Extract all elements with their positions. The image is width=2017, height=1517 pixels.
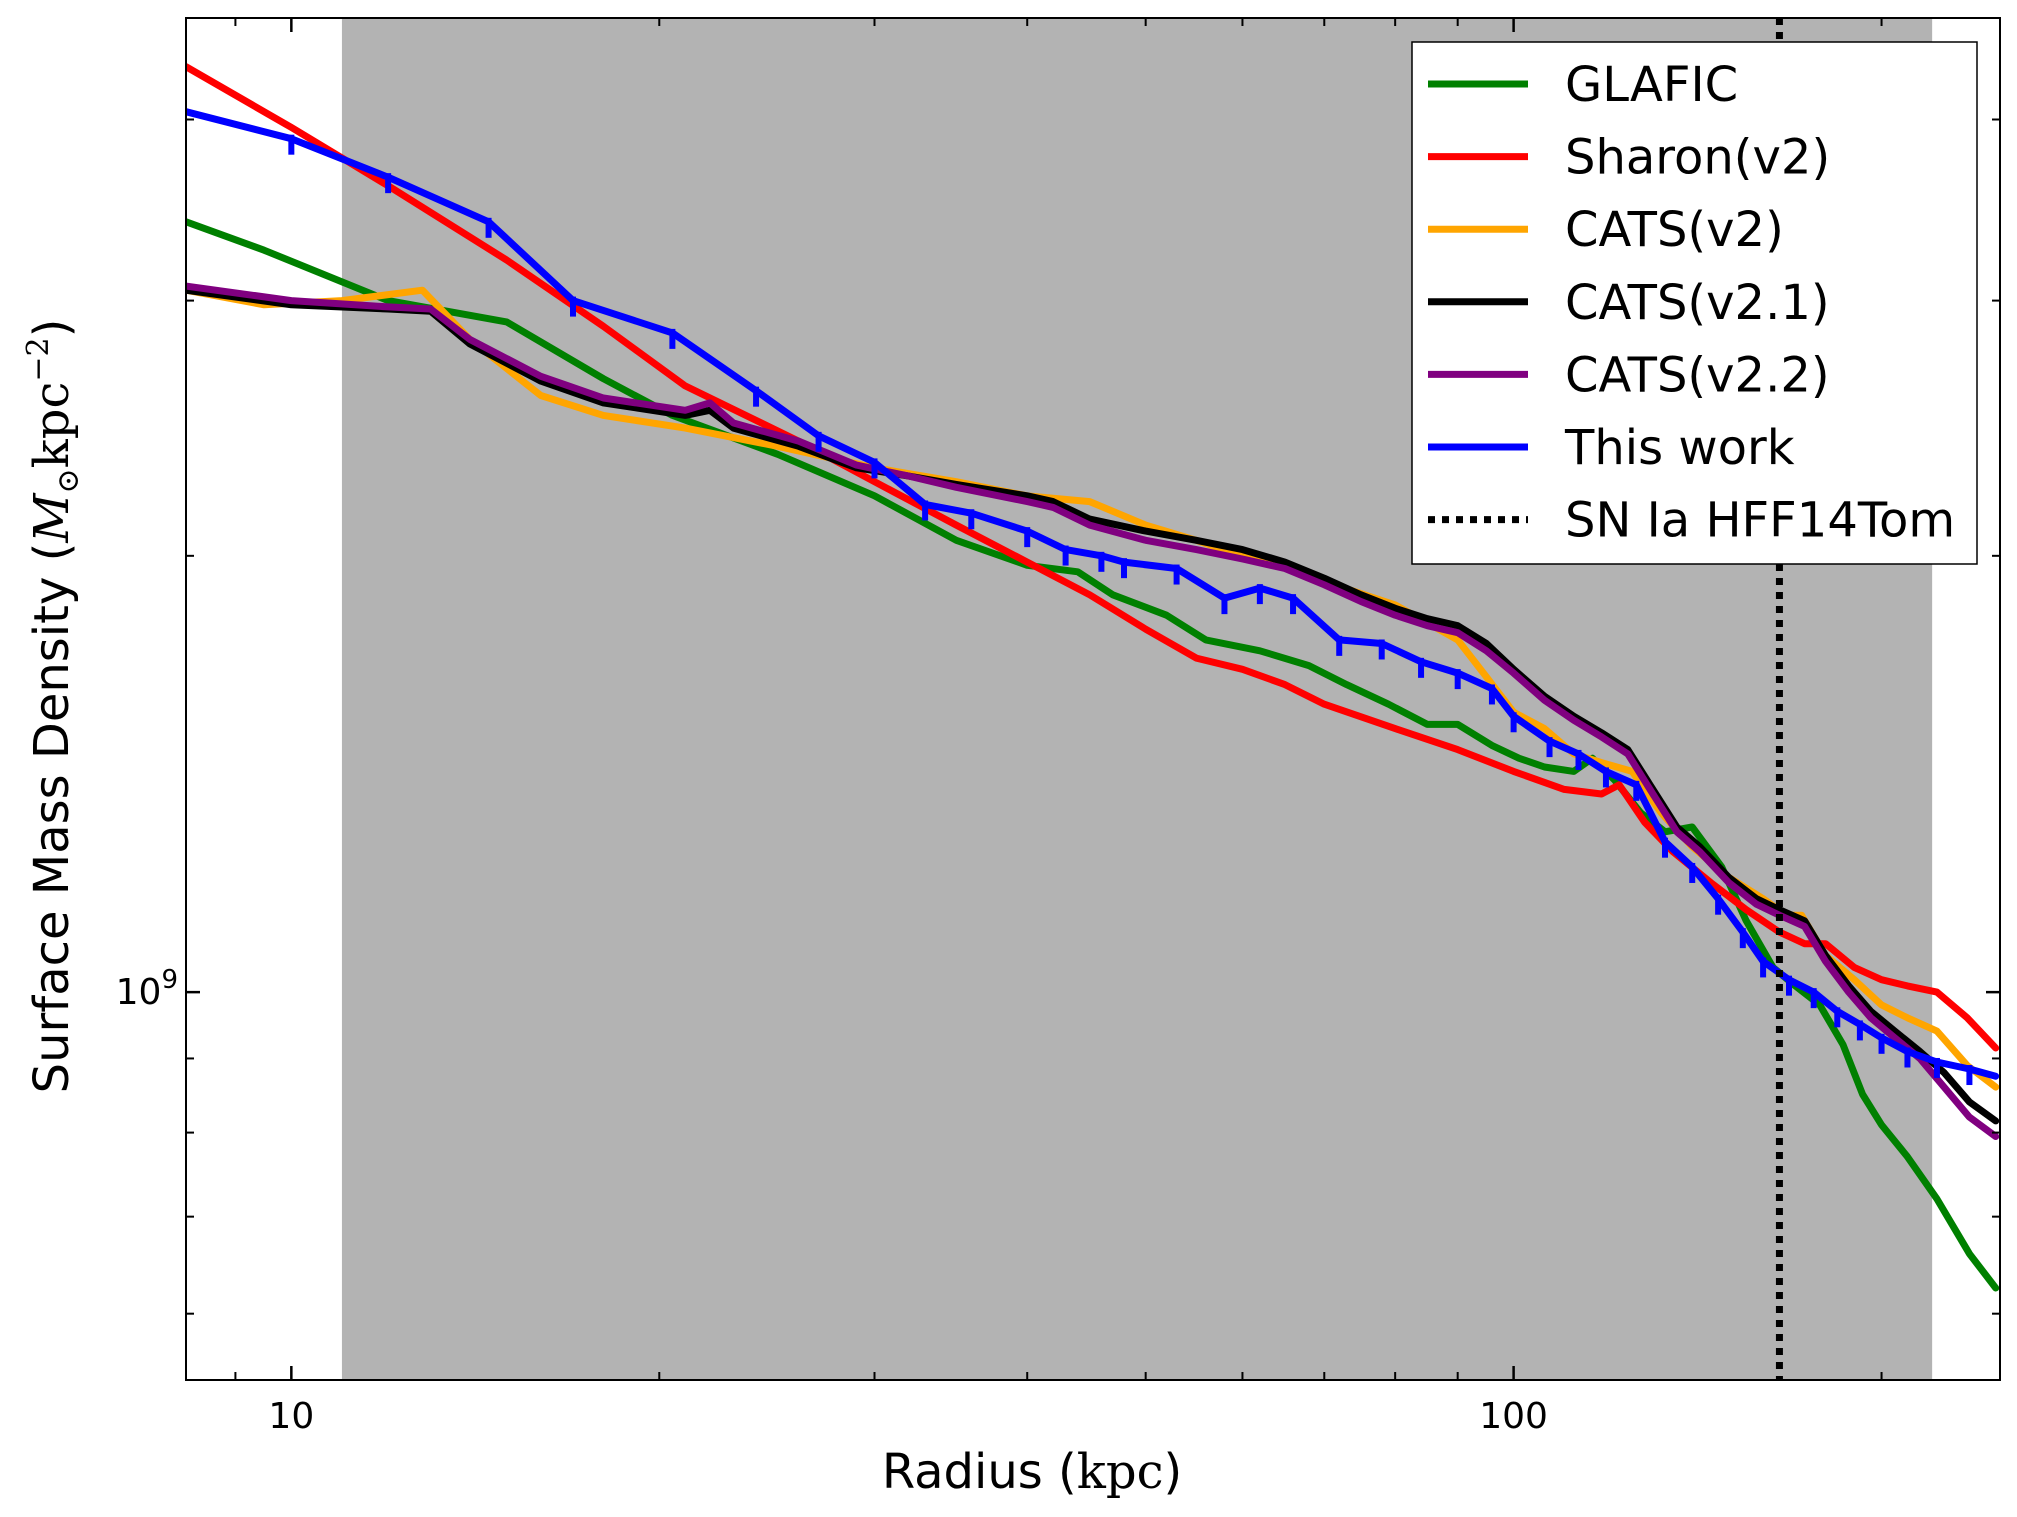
- x-tick-label: 10: [268, 1396, 314, 1437]
- plot-frame: [185, 17, 2001, 1381]
- ticks-layer: 10 100 109: [116, 18, 2000, 1437]
- legend-label: CATS(v2): [1565, 202, 1784, 258]
- series-line-sharon-v2-: [186, 63, 2000, 1052]
- legend-label: CATS(v2.1): [1565, 275, 1830, 331]
- legend-label: This work: [1564, 420, 1795, 476]
- y-axis-label: Surface Mass Density (M⊙kpc−2): [21, 319, 86, 1094]
- series-line-cats-v2-2-: [186, 282, 2000, 1140]
- legend-label: CATS(v2.2): [1565, 347, 1830, 403]
- series-line-glafic: [186, 218, 2000, 1292]
- y-tick-label: 109: [116, 965, 178, 1013]
- legend-label: GLAFIC: [1565, 57, 1738, 113]
- series-layer: [186, 63, 2000, 1292]
- legend: GLAFIC Sharon(v2) CATS(v2) CATS(v2.1) CATS(v…: [1411, 41, 1978, 565]
- legend-label: Sharon(v2): [1565, 130, 1830, 186]
- legend-label: SN Ia HFF14Tom: [1565, 493, 1955, 549]
- x-tick-label: 100: [1479, 1396, 1548, 1437]
- x-axis-label: Radius (kpc): [882, 1444, 1182, 1500]
